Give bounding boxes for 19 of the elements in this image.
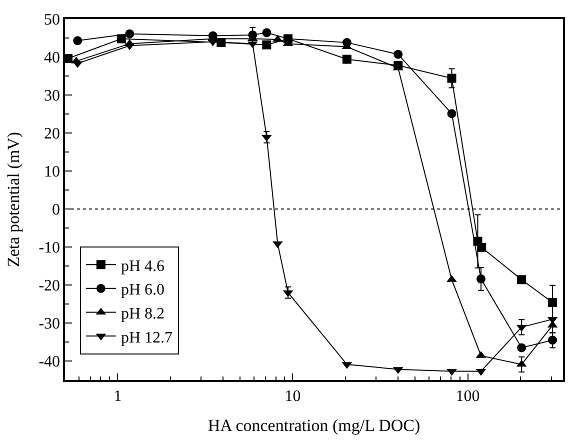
y-tick-label: -20 xyxy=(38,278,60,295)
legend-label: pH 8.2 xyxy=(120,305,165,322)
legend-label: pH 12.7 xyxy=(120,329,173,346)
y-tick-label: 40 xyxy=(44,50,60,67)
x-axis-title: HA concentration (mg/L DOC) xyxy=(208,416,420,435)
y-tick-label: 20 xyxy=(44,126,60,143)
x-tick-label: 100 xyxy=(456,388,480,405)
x-tick-label: 10 xyxy=(284,388,301,405)
legend-label: pH 4.6 xyxy=(120,258,165,275)
x-tick-label: 1 xyxy=(114,388,122,405)
legend-label: pH 6.0 xyxy=(120,282,165,299)
y-tick-label: 0 xyxy=(52,202,60,219)
y-tick-label: 10 xyxy=(44,164,60,181)
y-tick-label: 50 xyxy=(44,12,60,29)
y-tick-label: -10 xyxy=(38,240,60,257)
y-tick-label: 30 xyxy=(44,88,60,105)
y-tick-label: -40 xyxy=(38,354,60,371)
y-tick-label: -30 xyxy=(38,316,60,333)
y-axis-title: Zeta potential (mV) xyxy=(4,132,23,268)
